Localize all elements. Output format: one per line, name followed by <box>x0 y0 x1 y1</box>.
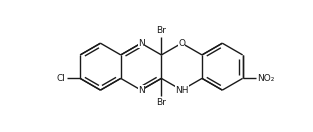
Text: NH: NH <box>175 86 188 95</box>
Text: NO₂: NO₂ <box>257 74 274 83</box>
Text: Br: Br <box>156 98 166 107</box>
Text: N: N <box>138 39 145 48</box>
Text: N: N <box>138 86 145 95</box>
Text: O: O <box>178 39 185 48</box>
Text: Br: Br <box>156 26 166 35</box>
Text: Cl: Cl <box>56 74 65 83</box>
